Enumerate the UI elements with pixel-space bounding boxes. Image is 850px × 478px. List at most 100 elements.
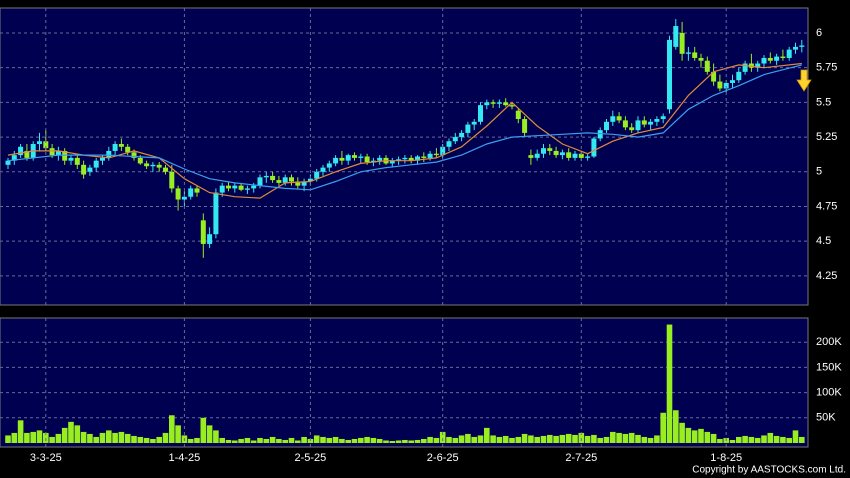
candle-body [150, 164, 156, 167]
volume-bar [61, 427, 68, 443]
volume-bar [395, 440, 402, 443]
volume-bar [616, 432, 622, 443]
candle-body [730, 80, 735, 83]
candle-body [118, 144, 124, 147]
volume-bar [93, 436, 99, 443]
candle-body [181, 196, 187, 200]
volume-bar [578, 432, 585, 443]
candle-body [604, 121, 609, 131]
candle-body [68, 157, 74, 161]
volume-bar [534, 436, 540, 443]
candle-body [698, 57, 704, 61]
y-tick-label: 4.75 [816, 200, 837, 212]
y-tick-label: 4.25 [816, 270, 837, 282]
volume-bar [301, 436, 307, 443]
volume-bar [162, 432, 169, 443]
volume-bar [364, 436, 370, 443]
volume-bar [452, 437, 459, 443]
candle-body [465, 124, 471, 133]
volume-bar [717, 438, 723, 443]
candle-body [18, 146, 24, 156]
volume-bar [490, 435, 496, 443]
candle-body [301, 181, 307, 186]
volume-bar [351, 438, 358, 443]
volume-bar [773, 435, 780, 443]
volume-bar [206, 425, 213, 443]
x-tick-label: 3-3-25 [30, 452, 62, 464]
volume-bar [660, 412, 666, 443]
candle-body [660, 116, 666, 120]
candle-body [559, 152, 565, 156]
volume-bar [225, 439, 232, 443]
volume-bar [786, 437, 792, 443]
volume-bar [597, 437, 603, 443]
candle-body [490, 102, 496, 104]
volume-bar [320, 436, 326, 443]
candle-body [761, 57, 767, 64]
candle-body [396, 159, 402, 161]
candle-body [704, 60, 710, 72]
volume-bar [339, 438, 345, 443]
candle-body [566, 152, 572, 158]
candle-body [169, 171, 175, 189]
volume-bar [358, 437, 364, 443]
candle-body [667, 39, 672, 110]
volume-bar [169, 415, 175, 443]
volume-bar [402, 439, 408, 443]
volume-bar [175, 425, 181, 443]
candle-body [711, 71, 717, 82]
volume-panel [0, 317, 809, 448]
volume-bar [389, 440, 396, 443]
volume-bar [156, 436, 162, 443]
y-tick-label: 6 [816, 27, 822, 39]
volume-bar [710, 433, 717, 443]
y-tick-label: 5.25 [816, 131, 837, 143]
volume-bar [704, 431, 711, 443]
candle-body [232, 185, 238, 189]
volume-bar [502, 435, 509, 443]
volume-bar [421, 438, 427, 443]
candle-body [692, 52, 698, 58]
volume-bar [376, 438, 383, 443]
candle-body [541, 148, 546, 154]
volume-bar [477, 435, 484, 443]
volume-bar [465, 433, 471, 443]
volume-bar [150, 438, 156, 443]
candle-body [55, 150, 61, 156]
candle-body [307, 178, 313, 182]
volume-bar [446, 436, 452, 443]
volume-bar [408, 440, 414, 443]
candle-body [156, 164, 162, 168]
volume-bar [509, 437, 515, 443]
volume-bar [654, 435, 660, 443]
candle-body [106, 150, 112, 158]
volume-bar [137, 436, 144, 443]
volume-bar [11, 432, 18, 443]
volume-bar [471, 436, 477, 443]
candle-body [24, 150, 30, 158]
candle-body [326, 163, 332, 168]
volume-bar [143, 437, 150, 443]
volume-bar [780, 436, 786, 443]
volume-bar [729, 439, 736, 443]
volume-bar [80, 431, 87, 443]
volume-bar [736, 436, 742, 443]
candle-body [622, 120, 628, 128]
candle-body [673, 26, 679, 47]
candle-body [723, 82, 729, 89]
volume-bar [238, 438, 244, 443]
volume-bar [99, 432, 106, 443]
volume-bar [559, 434, 566, 443]
y-tick-label: 5.75 [816, 62, 837, 74]
volume-bar [282, 439, 288, 443]
volume-bar [754, 437, 761, 443]
candle-body [459, 132, 465, 138]
volume-bar [200, 417, 207, 443]
volume-bar [414, 439, 421, 443]
candle-body [585, 156, 591, 158]
candle-body [333, 157, 339, 164]
volume-bar [761, 435, 767, 443]
candle-body [389, 160, 395, 164]
candle-body [219, 185, 225, 193]
candle-body [591, 138, 597, 157]
